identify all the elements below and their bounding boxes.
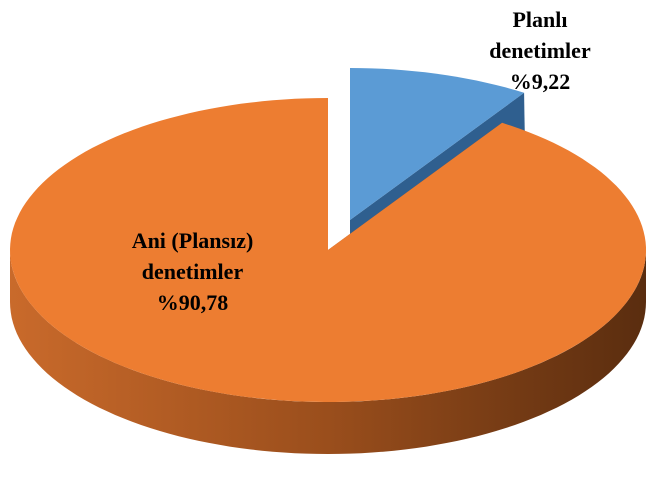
slice-wall — [10, 250, 646, 454]
data-label: Planlı denetimler %9,22 — [460, 4, 620, 97]
category-label: Planlı denetimler — [489, 7, 591, 63]
slice — [350, 68, 525, 220]
value-label: %9,22 — [509, 69, 571, 94]
category-label: Ani (Plansız) denetimler — [131, 228, 254, 284]
value-label: %90,78 — [156, 290, 229, 315]
slice — [10, 98, 646, 402]
data-label: Ani (Plansız) denetimler %90,78 — [105, 225, 280, 318]
